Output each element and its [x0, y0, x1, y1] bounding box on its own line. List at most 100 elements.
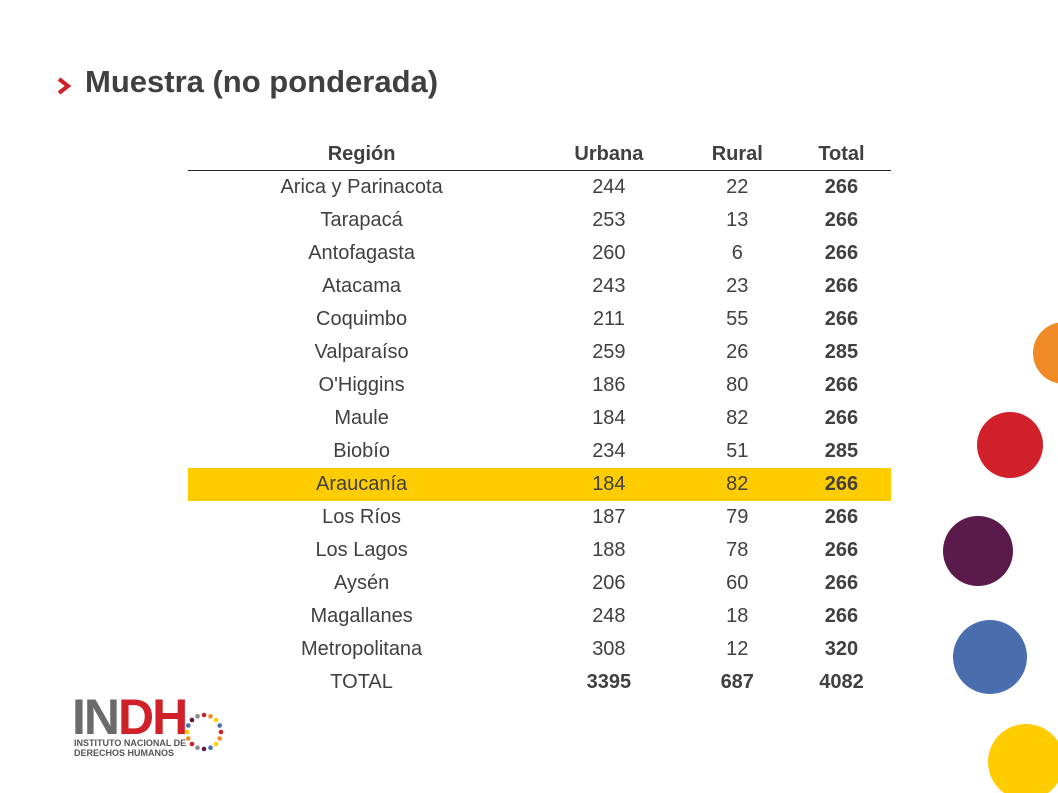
table-cell: 248	[592, 605, 626, 627]
table-cell: 266	[824, 242, 859, 264]
logo-dot	[201, 712, 207, 718]
bullet-chevron	[57, 77, 72, 95]
circle	[977, 412, 1043, 478]
table-cell: Valparaíso	[314, 341, 409, 363]
logo-in: IN	[72, 690, 118, 745]
table-cell: 266	[824, 209, 859, 231]
table-cell: 687	[720, 671, 754, 693]
table-cell: 211	[592, 308, 625, 330]
table-row: Arica y Parinacota 244 22 266	[188, 171, 891, 205]
table-cell: Atacama	[322, 275, 402, 297]
table-row: Metropolitana 308 12 320	[188, 633, 891, 666]
table-cell: 60	[726, 572, 749, 594]
logo-dot	[208, 745, 213, 751]
table-cell: 184	[592, 407, 626, 429]
table-cell: 3395	[586, 671, 632, 693]
logo-dot	[217, 723, 223, 728]
logo-line: DERECHOS HUMANOS	[74, 748, 174, 758]
table-cell: 23	[726, 275, 749, 297]
logo-dot	[195, 713, 200, 719]
table-row: Aysén 206 60 266	[188, 567, 891, 600]
table-cell: 266	[824, 506, 859, 528]
table-cell: Magallanes	[310, 605, 413, 627]
table-cell: Maule	[334, 407, 389, 429]
table-cell: 266	[824, 572, 859, 594]
table-cell: 266	[824, 539, 859, 561]
table-row: Antofagasta 260 6 266	[188, 237, 891, 270]
table-cell: 266	[824, 176, 859, 198]
logo-text: INDH	[72, 690, 186, 745]
table-cell: 285	[824, 341, 859, 363]
table-cell: TOTAL	[330, 671, 393, 693]
logo-dot	[213, 717, 219, 723]
table-cell: 266	[824, 605, 859, 627]
table-cell: Tarapacá	[320, 209, 403, 231]
table-cell: 243	[592, 275, 626, 297]
table-row: Araucanía 184 82 266	[188, 468, 891, 501]
column-header: Rural	[682, 138, 792, 171]
table-cell: 184	[535, 468, 683, 501]
table-cell: 55	[726, 308, 749, 330]
logo: INDH INSTITUTO NACIONAL DE DERECHOS HUMA…	[72, 690, 224, 758]
logo-dot	[189, 717, 195, 723]
table-cell: 259	[592, 341, 626, 363]
table-cell: Arica y Parinacota	[280, 176, 443, 198]
data-table: Región Urbana Rural Total Arica y Parinacot…	[188, 138, 891, 699]
table-cell: 266	[824, 308, 859, 330]
logo-dot	[218, 729, 224, 735]
logo-dot	[189, 741, 195, 747]
table-cell: Araucanía	[188, 468, 536, 501]
table-cell: 244	[592, 176, 626, 198]
table-cell: Los Lagos	[315, 539, 408, 561]
logo-dot	[185, 723, 191, 728]
table-cell: 51	[726, 440, 749, 462]
table-cell: 234	[592, 440, 626, 462]
table-cell: 308	[592, 638, 626, 660]
table-cell: 266	[824, 407, 859, 429]
table-cell: O'Higgins	[318, 374, 405, 396]
circle	[953, 620, 1027, 694]
table-row: Coquimbo 211 55 266	[188, 303, 891, 336]
logo-dot	[201, 746, 207, 752]
logo-dot	[217, 736, 223, 741]
table-row: Atacama 243 23 266	[188, 270, 891, 303]
logo-dot	[195, 745, 200, 751]
table-cell: 12	[726, 638, 749, 660]
table-cell: 187	[592, 506, 626, 528]
logo-dot	[208, 713, 213, 719]
table-row: Magallanes 248 18 266	[188, 600, 891, 633]
logo-dots	[184, 712, 224, 752]
logo-dot	[213, 741, 219, 747]
table-row: Valparaíso 259 26 285	[188, 336, 891, 369]
table-cell: 22	[726, 176, 749, 198]
logo-dot	[184, 729, 190, 735]
table-cell: 206	[592, 572, 626, 594]
table-cell: 6	[731, 242, 743, 264]
table-body: Arica y Parinacota 244 22 266 Tarapacá 253 13 2…	[188, 171, 891, 700]
table-cell: 82	[726, 407, 749, 429]
table-cell: Aysén	[333, 572, 390, 594]
column-header: Urbana	[535, 138, 683, 171]
table-cell: 80	[726, 374, 749, 396]
table-cell: 188	[592, 539, 626, 561]
circle	[943, 516, 1013, 586]
table-cell: 82	[682, 468, 792, 501]
table-cell: Biobío	[333, 440, 390, 462]
table-row: Tarapacá 253 13 266	[188, 204, 891, 237]
table-cell: 4082	[819, 671, 864, 693]
table-row: TOTAL 3395 687 4082	[188, 666, 891, 699]
table-cell: 13	[726, 209, 749, 231]
table-row: Los Ríos 187 79 266	[188, 501, 891, 534]
table-cell: 266	[824, 275, 859, 297]
circle	[1033, 322, 1058, 384]
table-cell: 266	[791, 468, 891, 501]
table-cell: 266	[824, 374, 859, 396]
header-row: Región Urbana Rural Total	[188, 138, 891, 171]
circle	[988, 724, 1058, 793]
table-cell: 78	[726, 539, 749, 561]
table-row: Biobío 234 51 285	[188, 435, 891, 468]
table-cell: 285	[824, 440, 859, 462]
column-header: Total	[791, 138, 891, 171]
